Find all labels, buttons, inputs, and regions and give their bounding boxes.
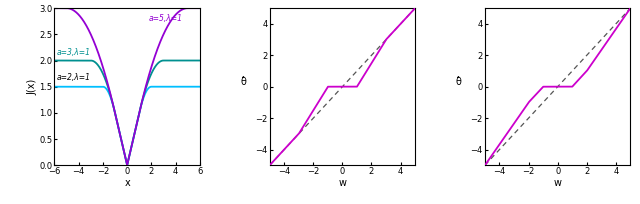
Text: a=5,λ=1: a=5,λ=1 <box>149 14 183 23</box>
Text: a=3,λ=1: a=3,λ=1 <box>57 48 91 57</box>
Y-axis label: θ̂: θ̂ <box>456 77 461 87</box>
X-axis label: w: w <box>339 178 346 188</box>
X-axis label: x: x <box>124 178 130 188</box>
Y-axis label: θ̂: θ̂ <box>241 77 246 87</box>
Text: a=2,λ=1: a=2,λ=1 <box>57 73 91 82</box>
X-axis label: w: w <box>554 178 562 188</box>
Y-axis label: J(x): J(x) <box>28 79 38 95</box>
